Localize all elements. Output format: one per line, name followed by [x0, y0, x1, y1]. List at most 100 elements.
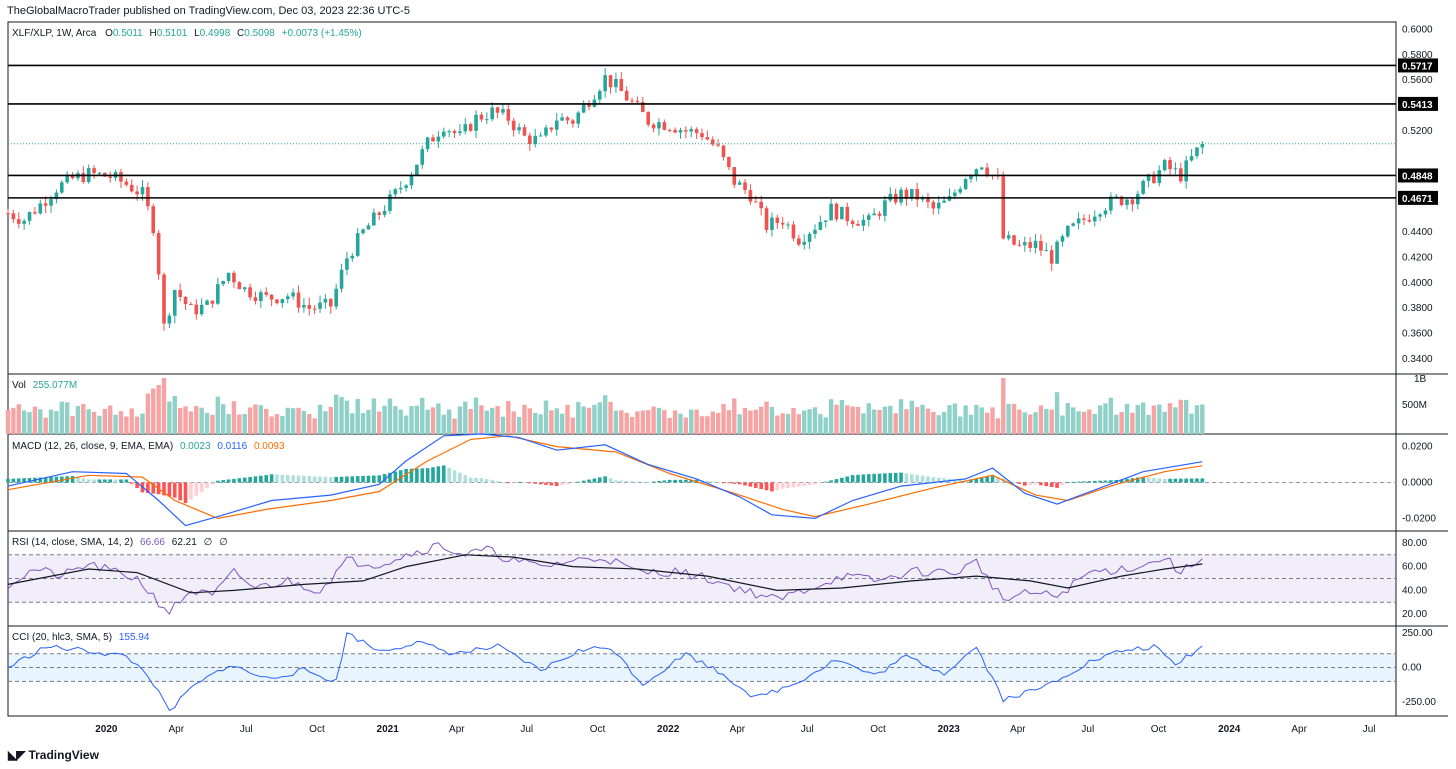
macd-histogram-bar: [92, 479, 96, 483]
rsi-value: 66.66: [139, 537, 165, 548]
candle-body: [216, 284, 220, 304]
macd-histogram-bar: [490, 480, 494, 483]
volume-bar: [1017, 409, 1022, 434]
volume-bar: [452, 418, 457, 434]
rsi-pane[interactable]: [7, 542, 1396, 616]
candle-body: [560, 117, 564, 121]
macd-hist-value: 0.0023: [179, 441, 211, 452]
rsi-line: [7, 542, 1203, 616]
price-tick-label: 0.4000: [1402, 278, 1433, 289]
candle-body: [291, 292, 295, 297]
time-tick-label: 2023: [938, 724, 961, 735]
macd-histogram-bar: [409, 468, 414, 483]
candle-body: [619, 79, 624, 91]
candle-body: [753, 201, 758, 203]
volume-bar: [113, 414, 118, 434]
volume-bar: [511, 411, 516, 434]
candle-body: [275, 299, 279, 304]
volume-bar: [758, 406, 764, 434]
volume-bar: [689, 409, 694, 434]
macd-histogram-bar: [172, 482, 177, 498]
macd-histogram-bar: [339, 476, 344, 483]
cci-pane[interactable]: [7, 632, 1396, 712]
candle-body: [54, 192, 59, 200]
candle-body: [1152, 174, 1156, 184]
macd-signal-value: 0.0093: [253, 441, 285, 452]
candle-body: [436, 136, 441, 142]
macd-histogram-bar: [866, 474, 871, 483]
volume-bar: [355, 398, 360, 434]
ohlc-change: +0.0073 (+1.45%): [281, 28, 362, 39]
candle-body: [759, 201, 763, 209]
macd-histogram-bar: [942, 478, 946, 483]
volume-bar: [436, 403, 441, 434]
ohlc-open-key: O: [105, 28, 113, 39]
volume-bar: [640, 410, 646, 434]
time-axis[interactable]: 2020 Apr Jul Oct 2021 Apr Jul Oct 2022 Apr Jul Oct 2…: [95, 724, 1375, 735]
candle-body: [657, 122, 661, 129]
candle-body: [974, 169, 979, 177]
volume-bar: [662, 410, 667, 434]
macd-histogram-bar: [705, 480, 710, 483]
candle-body: [253, 297, 258, 302]
volume-bar: [1044, 409, 1049, 434]
tradingview-footer[interactable]: ◣◤ TradingView: [8, 748, 99, 762]
volume-bar: [1135, 405, 1140, 434]
macd-histogram-bar: [415, 468, 419, 483]
volume-bar: [38, 409, 43, 434]
candle-body: [721, 145, 726, 157]
volume-bar: [785, 413, 791, 434]
volume-bar: [936, 415, 941, 434]
volume-bar: [845, 405, 850, 434]
volume-bar: [1189, 413, 1194, 434]
time-tick-label: Jul: [520, 724, 533, 735]
macd-histogram-bar: [797, 482, 801, 487]
volume-bar: [446, 409, 452, 434]
volume-bar: [802, 410, 807, 434]
volume-bar: [151, 388, 156, 434]
macd-histogram-bar: [237, 478, 242, 483]
macd-histogram-bar: [759, 482, 763, 490]
candle-body: [910, 189, 914, 199]
volume-bar: [533, 412, 538, 434]
volume-bar: [473, 397, 479, 434]
candle-body: [522, 127, 527, 136]
macd-pane[interactable]: [6, 433, 1396, 527]
candle-body: [264, 292, 269, 295]
macd-histogram-bar: [710, 481, 715, 483]
macd-histogram-bar: [447, 467, 451, 483]
candle-body: [1076, 218, 1081, 224]
volume-bar: [156, 385, 161, 434]
macd-histogram-bar: [684, 479, 688, 483]
macd-histogram-bar: [86, 479, 91, 483]
macd-histogram-bar: [463, 475, 468, 483]
candle-body: [641, 102, 645, 113]
macd-histogram-bar: [1195, 478, 1199, 483]
price-tick-label: 0.3600: [1402, 328, 1433, 339]
volume-bar: [527, 408, 533, 434]
candle-body: [339, 269, 344, 289]
time-tick-label: Jul: [1081, 724, 1094, 735]
candle-body: [210, 300, 215, 304]
volume-bar: [54, 411, 59, 434]
candle-body: [205, 300, 209, 305]
volume-bar: [958, 416, 963, 434]
candle-body: [366, 225, 371, 230]
candle-body: [743, 182, 747, 191]
macd-histogram-bar: [388, 472, 392, 483]
volume-bar: [495, 405, 500, 434]
macd-histogram-bar: [323, 476, 328, 483]
price-pane[interactable]: 0.5717 0.5413 0.4848 0.4671: [6, 58, 1438, 331]
volume-bar: [818, 414, 823, 434]
volume-bar: [888, 405, 893, 434]
macd-histogram-bar: [124, 479, 129, 483]
volume-pane[interactable]: [5, 378, 1205, 434]
macd-histogram-bar: [888, 473, 893, 483]
candle-body: [1033, 241, 1038, 248]
macd-histogram-bar: [16, 478, 21, 483]
candle-body: [597, 91, 602, 100]
candle-body: [684, 130, 688, 132]
volume-bar: [5, 409, 11, 434]
candle-body: [791, 224, 796, 239]
